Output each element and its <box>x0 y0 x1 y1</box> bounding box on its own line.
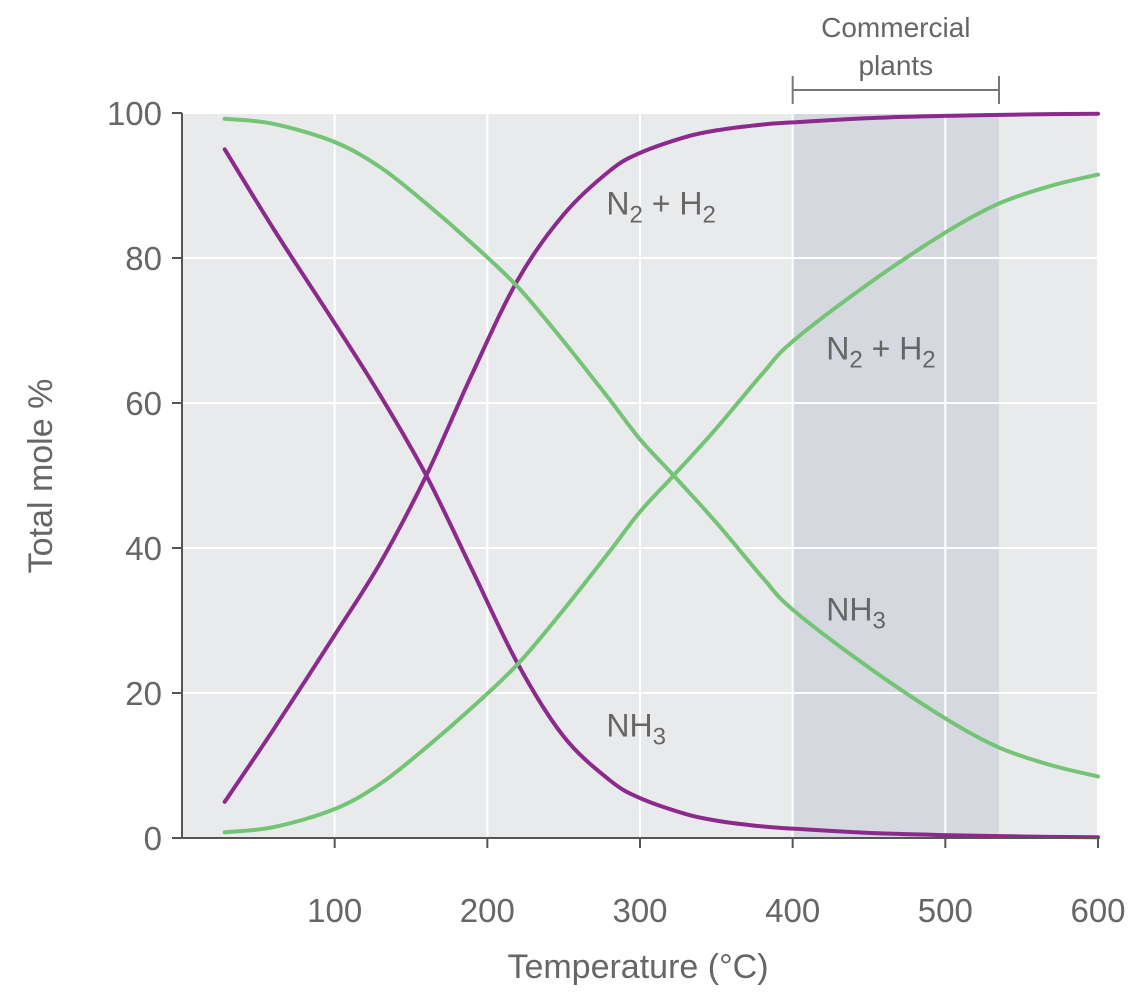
label-plus-h: + H <box>643 186 703 222</box>
label-green-n2-h2: N2 + H2 <box>826 331 935 374</box>
commercial-plants-bracket <box>791 76 1000 104</box>
commercial-plants-label-line1: Commercial <box>821 12 970 43</box>
label-plus-h: + H <box>863 331 923 367</box>
x-tick-label-100: 100 <box>307 892 362 929</box>
y-tick-label-80: 80 <box>125 240 162 277</box>
series-purple-nh3 <box>222 147 1100 840</box>
x-tick-label-600: 600 <box>1070 892 1125 929</box>
y-tick-label-100: 100 <box>107 95 162 132</box>
axes <box>172 112 1099 848</box>
label-sub-2b: 2 <box>702 202 715 229</box>
x-axis-title: Temperature (°C) <box>507 948 768 986</box>
label-sub-2: 2 <box>630 202 643 229</box>
y-tick-label-60: 60 <box>125 385 162 422</box>
y-tick-label-0: 0 <box>144 820 162 857</box>
label-sub-3: 3 <box>872 608 885 635</box>
label-sub-2b: 2 <box>922 347 935 374</box>
label-n: N <box>606 186 629 222</box>
series-green-n2-h2 <box>222 172 1100 835</box>
x-tick-label-500: 500 <box>918 892 973 929</box>
x-tick-label-200: 200 <box>460 892 515 929</box>
series-layer <box>222 111 1100 840</box>
tick-labels: 100 200 300 400 500 600 0 20 40 60 80 100 <box>107 95 1126 929</box>
commercial-plants-label-line2: plants <box>858 50 933 81</box>
grid-lines <box>182 112 1099 838</box>
y-axis-title: Total mole % <box>22 379 60 574</box>
label-sub-2: 2 <box>849 347 862 374</box>
label-sub-3: 3 <box>653 724 666 751</box>
label-nh: NH <box>606 708 652 744</box>
label-nh: NH <box>826 592 872 628</box>
series-green-nh3 <box>222 116 1100 779</box>
label-n: N <box>826 331 849 367</box>
label-purple-nh3: NH3 <box>606 708 666 751</box>
x-tick-label-300: 300 <box>612 892 667 929</box>
commercial-plants-region <box>792 113 999 838</box>
x-tick-label-400: 400 <box>765 892 820 929</box>
y-tick-label-40: 40 <box>125 530 162 567</box>
series-purple-n2-h2 <box>222 111 1100 804</box>
label-purple-n2-h2: N2 + H2 <box>606 186 715 229</box>
y-tick-label-20: 20 <box>125 675 162 712</box>
label-green-nh3: NH3 <box>826 592 886 635</box>
